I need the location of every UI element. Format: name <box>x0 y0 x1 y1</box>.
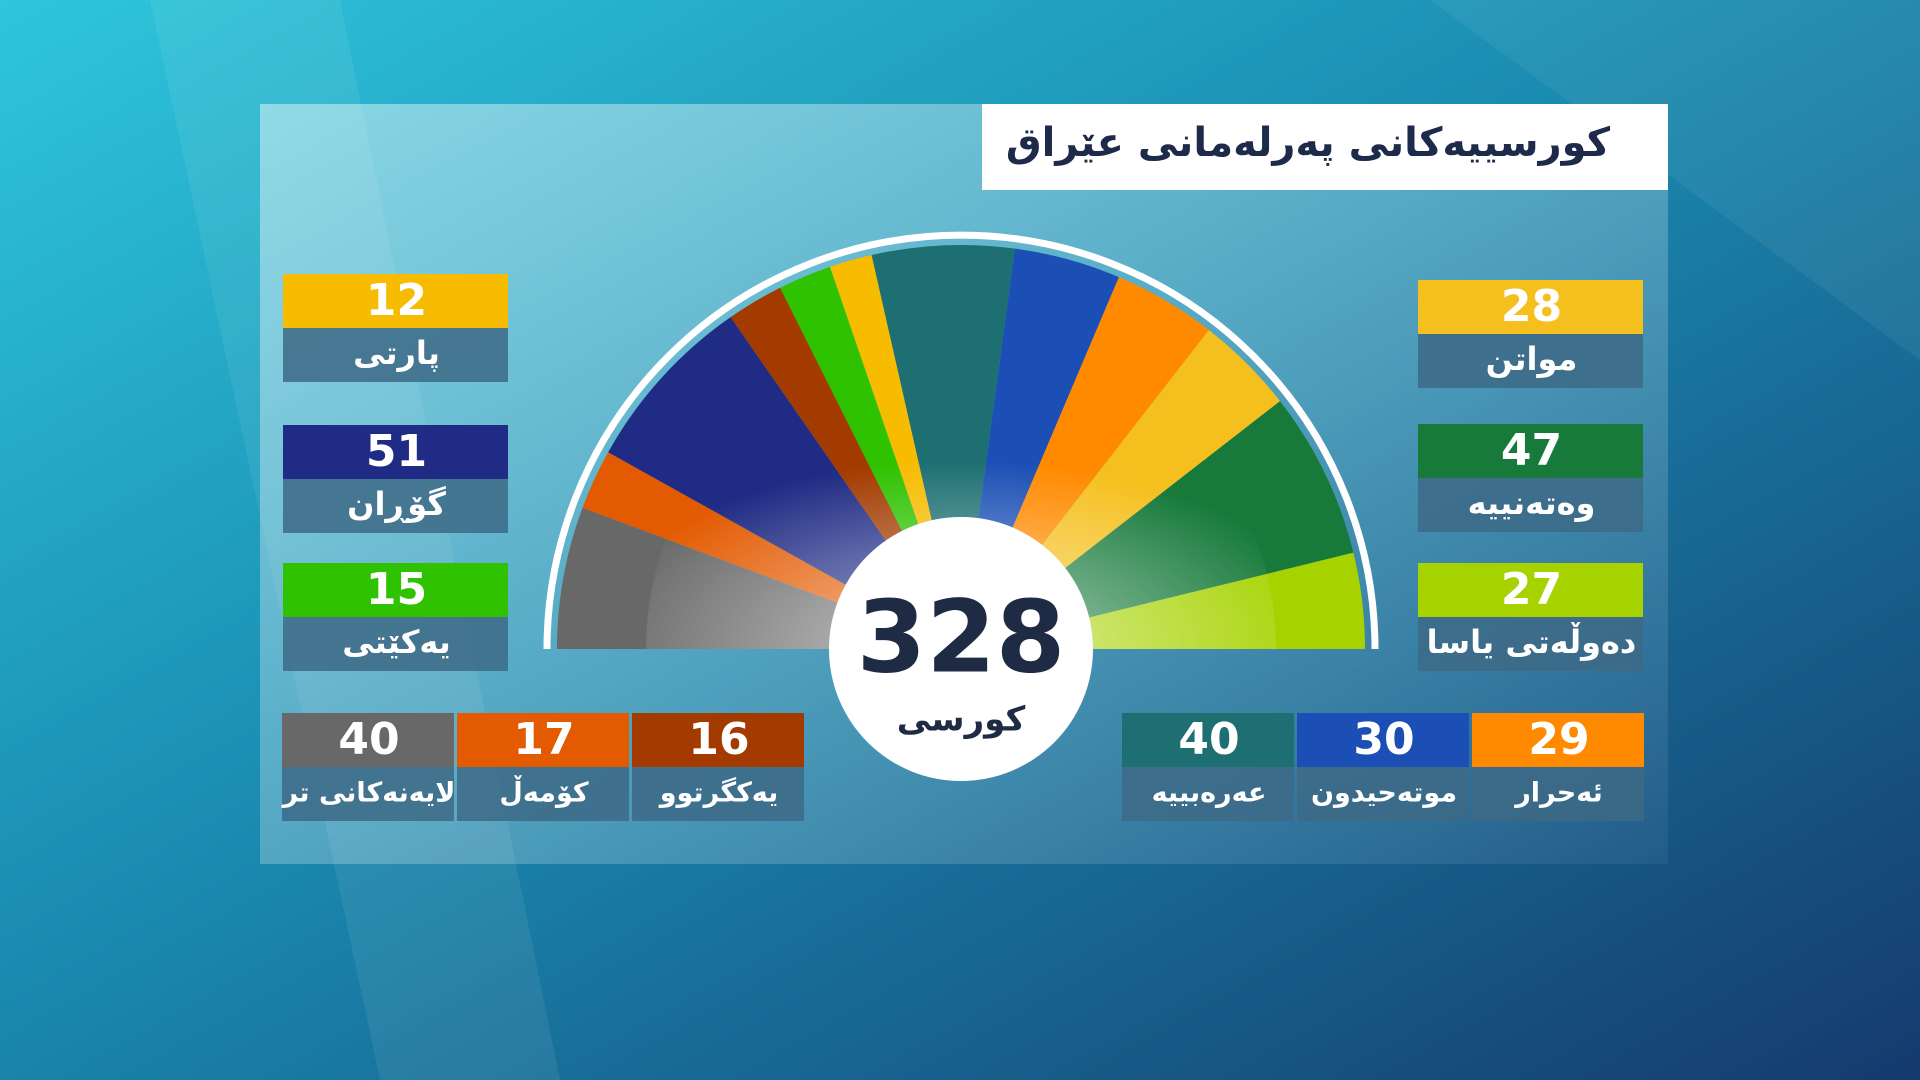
legend-name: کۆمەڵ <box>499 775 588 809</box>
legend-value-box <box>283 274 508 328</box>
legend-value: 17 <box>513 714 574 765</box>
wedge-shine <box>646 334 1276 649</box>
legend-value: 16 <box>688 714 749 765</box>
legend-value-box <box>457 713 629 767</box>
legend-value-box <box>283 425 508 479</box>
legend-value: 12 <box>366 275 427 326</box>
legend-value: 40 <box>1178 714 1239 765</box>
legend-value: 15 <box>366 564 427 615</box>
legend-value-box <box>1297 713 1469 767</box>
chart-title: کورسییەکانی پەرلەمانی عێراق <box>1006 120 1611 166</box>
legend-name-box <box>1297 767 1469 821</box>
streak <box>1430 0 1920 360</box>
legend-name-box <box>1472 767 1644 821</box>
legend-value-box <box>1418 424 1643 478</box>
legend-value-box <box>1418 280 1643 334</box>
legend-value-box <box>282 713 454 767</box>
legend-name-box <box>283 617 508 671</box>
legend-value: 30 <box>1353 714 1414 765</box>
legend-name: پارتی <box>353 334 440 372</box>
legend-name-box <box>1418 478 1643 532</box>
legend-value: 51 <box>366 426 427 477</box>
legend-value: 40 <box>338 714 399 765</box>
legend-name-box <box>283 479 508 533</box>
legend-name-box <box>632 767 804 821</box>
legend-name: دەوڵەتی یاسا <box>1427 622 1637 661</box>
legend-name: لایەنەکانی تر <box>281 778 456 809</box>
legend-name-box <box>1122 767 1294 821</box>
total-label: کورسی <box>897 700 1026 740</box>
legend-name-box <box>282 767 454 821</box>
legend-name: یەکگرتوو <box>658 777 779 809</box>
legend-value: 28 <box>1501 281 1562 332</box>
legend-name: گۆڕان <box>347 485 446 523</box>
legend-name: موتەحیدون <box>1311 778 1457 809</box>
legend-value-box <box>632 713 804 767</box>
legend-name-box <box>1418 334 1643 388</box>
legend-name: مواتن <box>1486 340 1578 378</box>
legend-name-box <box>283 328 508 382</box>
rim <box>543 231 1379 650</box>
center-circle <box>829 517 1093 781</box>
legend-name: عەرەبییە <box>1152 778 1267 809</box>
legend-value-box <box>1418 563 1643 617</box>
legend-value: 47 <box>1501 425 1562 476</box>
total-value: 328 <box>857 578 1066 695</box>
title-box <box>982 104 1668 190</box>
legend-value-box <box>1122 713 1294 767</box>
legend-name: وەتەنییە <box>1468 484 1596 522</box>
legend-value: 27 <box>1501 564 1562 615</box>
legend-value-box <box>283 563 508 617</box>
legend-name-box <box>457 767 629 821</box>
legend-name: یەکێتی <box>342 623 451 661</box>
legend-name: ئەحرار <box>1513 778 1603 809</box>
legend-value: 29 <box>1528 714 1589 765</box>
legend-name-box <box>1418 617 1643 671</box>
legend-value-box <box>1472 713 1644 767</box>
